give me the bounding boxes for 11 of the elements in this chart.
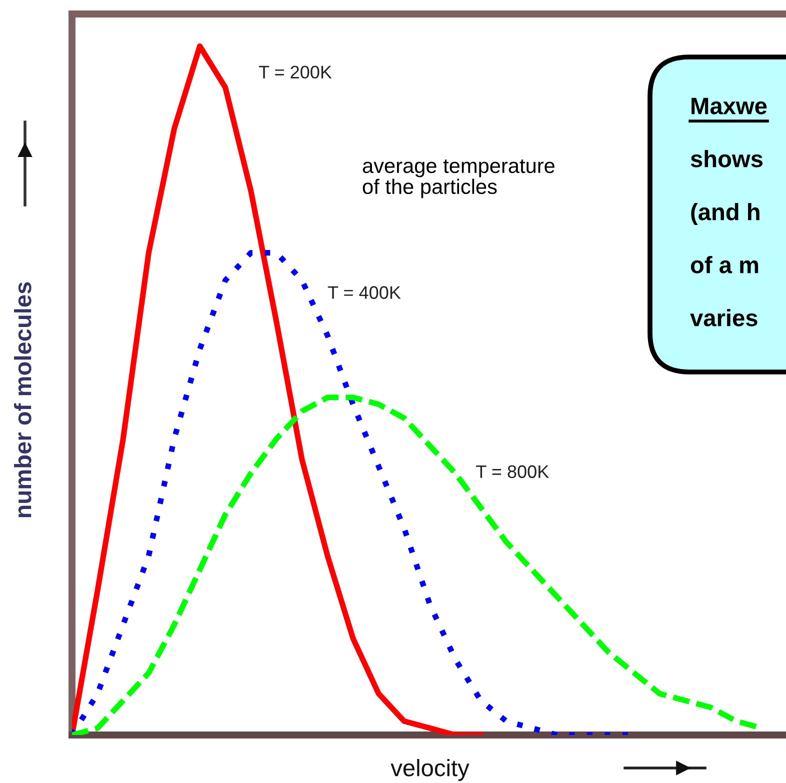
annotation: shows [690, 150, 763, 168]
annotation: average temperature of the particles [362, 159, 554, 198]
y-axis-title: number of molecules [14, 282, 32, 518]
x-axis-title: velocity [390, 758, 470, 782]
series-label: T = 400K [328, 286, 401, 299]
annotation: of a m [690, 256, 758, 274]
series-label: T = 200K [258, 66, 332, 79]
series-label: T = 800K [476, 465, 549, 478]
annotation: varies [690, 308, 758, 326]
annotation: (and h [691, 202, 760, 226]
annotation: Maxwe [692, 98, 767, 114]
